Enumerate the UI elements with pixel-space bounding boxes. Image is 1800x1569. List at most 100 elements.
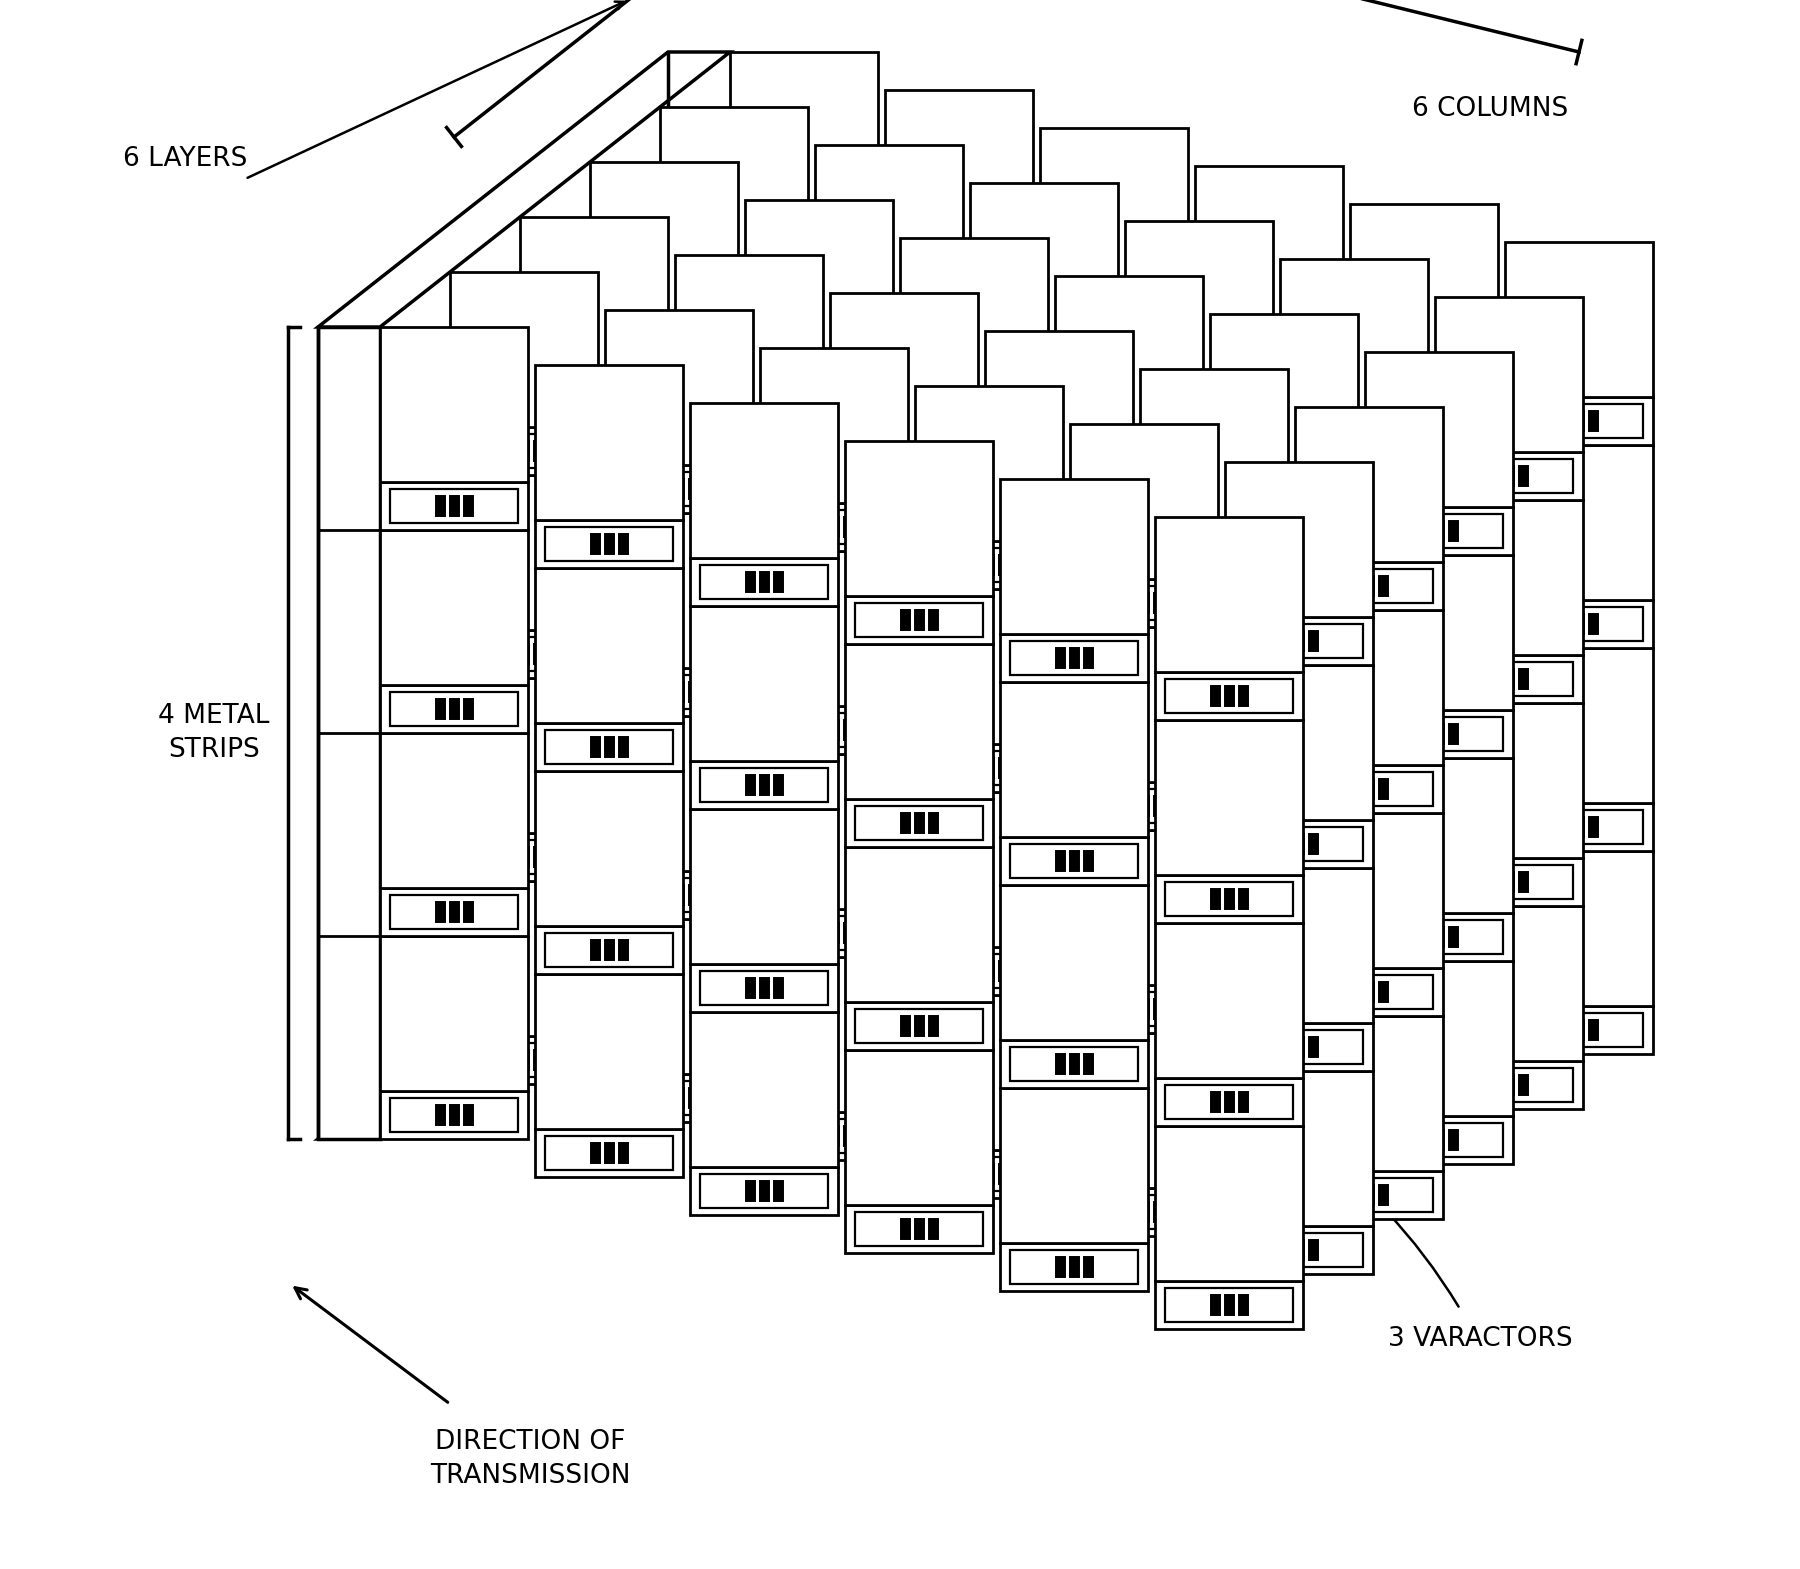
Bar bbox=[844, 1003, 994, 1050]
Bar bbox=[900, 238, 1048, 392]
Bar bbox=[659, 331, 668, 351]
Bar bbox=[895, 657, 1022, 692]
Bar bbox=[605, 919, 752, 1075]
Bar bbox=[1181, 593, 1190, 613]
Bar bbox=[1040, 555, 1048, 574]
Bar bbox=[1123, 905, 1132, 926]
Bar bbox=[646, 331, 655, 351]
Bar bbox=[1010, 844, 1138, 879]
Bar bbox=[520, 643, 529, 664]
Bar bbox=[929, 813, 938, 833]
Bar bbox=[743, 885, 752, 905]
Bar bbox=[954, 868, 963, 888]
Bar bbox=[1055, 850, 1064, 871]
Bar bbox=[716, 479, 724, 499]
Bar bbox=[743, 479, 752, 499]
Bar bbox=[999, 960, 1008, 981]
Bar bbox=[590, 1142, 599, 1163]
Bar bbox=[914, 386, 1064, 541]
Bar bbox=[954, 665, 963, 686]
Bar bbox=[661, 513, 808, 668]
Bar bbox=[985, 893, 1132, 940]
Bar bbox=[1336, 835, 1345, 854]
Bar bbox=[1420, 576, 1429, 596]
Bar bbox=[1084, 1257, 1093, 1277]
Bar bbox=[844, 518, 853, 537]
Bar bbox=[929, 1017, 938, 1036]
Bar bbox=[1350, 359, 1498, 406]
Bar bbox=[745, 559, 893, 606]
Bar bbox=[535, 974, 682, 1130]
Bar bbox=[1139, 977, 1289, 1133]
Bar bbox=[688, 885, 698, 905]
Bar bbox=[1150, 734, 1278, 767]
Bar bbox=[884, 720, 893, 741]
Bar bbox=[1336, 631, 1345, 651]
Bar bbox=[1156, 923, 1303, 1078]
Bar bbox=[675, 256, 823, 410]
Bar bbox=[1210, 1092, 1220, 1112]
Bar bbox=[1049, 697, 1177, 730]
Bar bbox=[1055, 1109, 1064, 1130]
Bar bbox=[1280, 631, 1289, 651]
Bar bbox=[754, 565, 884, 599]
Bar bbox=[1136, 383, 1264, 417]
Bar bbox=[1265, 686, 1274, 706]
Bar bbox=[1490, 1075, 1499, 1095]
Bar bbox=[884, 923, 893, 943]
Bar bbox=[675, 1018, 823, 1067]
Bar bbox=[731, 816, 878, 865]
Bar bbox=[1053, 960, 1062, 981]
Bar bbox=[1433, 778, 1442, 799]
Bar bbox=[745, 424, 754, 444]
Bar bbox=[1251, 741, 1260, 761]
Bar bbox=[758, 1032, 767, 1053]
Bar bbox=[956, 406, 965, 427]
Bar bbox=[886, 293, 1033, 449]
Bar bbox=[1364, 758, 1514, 913]
Bar bbox=[1195, 593, 1204, 613]
Bar bbox=[970, 1164, 979, 1185]
Bar bbox=[1055, 276, 1202, 431]
Bar bbox=[1138, 648, 1148, 668]
Bar bbox=[925, 1156, 1053, 1191]
Bar bbox=[1226, 821, 1373, 868]
Bar bbox=[1165, 679, 1292, 712]
Bar bbox=[970, 758, 979, 778]
Bar bbox=[968, 665, 977, 686]
Bar bbox=[1420, 1130, 1429, 1150]
Bar bbox=[661, 683, 670, 701]
Bar bbox=[391, 692, 518, 726]
Bar bbox=[731, 410, 878, 458]
Bar bbox=[686, 417, 814, 450]
Bar bbox=[1055, 905, 1064, 926]
Bar bbox=[590, 317, 738, 366]
Bar bbox=[760, 504, 907, 551]
Bar bbox=[770, 1119, 898, 1153]
Bar bbox=[940, 461, 950, 482]
Bar bbox=[1375, 515, 1503, 548]
Bar bbox=[814, 977, 824, 998]
Bar bbox=[1364, 1116, 1514, 1164]
Bar bbox=[970, 1017, 979, 1036]
Bar bbox=[925, 954, 1053, 988]
Bar bbox=[1150, 1141, 1278, 1174]
Bar bbox=[940, 868, 950, 888]
Bar bbox=[1435, 521, 1444, 541]
Bar bbox=[1519, 872, 1528, 893]
Bar bbox=[461, 839, 589, 874]
Bar bbox=[1195, 322, 1343, 369]
Bar bbox=[886, 1072, 895, 1090]
Bar bbox=[688, 1087, 698, 1108]
Bar bbox=[1375, 1123, 1503, 1156]
Bar bbox=[689, 963, 839, 1012]
Bar bbox=[450, 427, 598, 475]
Bar bbox=[1364, 428, 1372, 449]
Bar bbox=[590, 162, 738, 317]
Bar bbox=[590, 366, 738, 519]
Bar bbox=[1291, 827, 1418, 861]
Bar bbox=[1350, 982, 1359, 1003]
Bar bbox=[1294, 835, 1303, 854]
Bar bbox=[605, 871, 752, 919]
Bar bbox=[1125, 1054, 1134, 1075]
